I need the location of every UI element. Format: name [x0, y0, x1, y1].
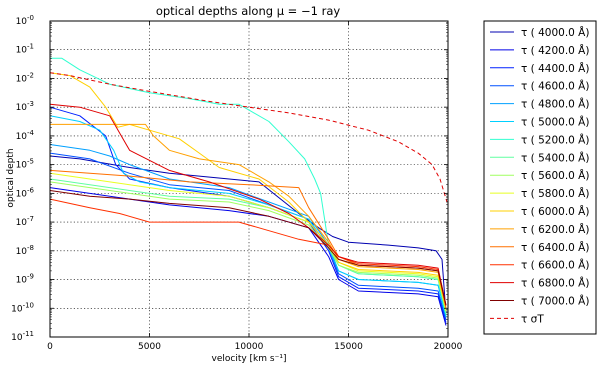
y-tick-label: 10-9: [16, 273, 34, 286]
y-tick-label: 10-8: [16, 244, 34, 257]
y-tick-base: 10: [16, 103, 28, 113]
y-tick-exponent: -2: [27, 71, 34, 79]
y-tick-base: 10: [16, 74, 28, 84]
legend-label: τ ( 6400.0 Å): [521, 241, 589, 254]
y-tick-label: 10-2: [16, 71, 34, 84]
legend-label: τ ( 4200.0 Å): [521, 44, 589, 57]
legend-frame: [483, 20, 597, 335]
series-line: [50, 123, 447, 309]
series-line: [49, 181, 447, 312]
y-tick-exponent: -3: [27, 100, 34, 108]
legend-label: τ ( 5800.0 Å): [521, 187, 589, 200]
legend-label: τ ( 6600.0 Å): [521, 259, 589, 272]
y-tick-exponent: -6: [27, 186, 35, 194]
y-tick-base: 10: [11, 333, 23, 343]
y-tick-exponent: -10: [23, 301, 34, 309]
y-tick-label: 10-1: [16, 43, 34, 56]
legend-label: τ ( 5200.0 Å): [521, 133, 589, 146]
legend-label: τ ( 4600.0 Å): [521, 80, 589, 93]
y-tick-label: 10-3: [16, 100, 34, 113]
legend-label: τ ( 4400.0 Å): [521, 62, 589, 75]
x-axis-label: velocity [km s⁻¹]: [212, 354, 287, 364]
series-line: [49, 155, 447, 315]
legend-label: τ σT: [521, 313, 544, 325]
y-tick-label: 10-0: [16, 14, 34, 27]
y-tick-base: 10: [16, 247, 28, 257]
series-line: [49, 106, 447, 323]
y-tick-base: 10: [16, 17, 28, 27]
legend-label: τ ( 5600.0 Å): [521, 169, 589, 182]
legend-label: τ ( 7000.0 Å): [521, 295, 589, 308]
y-tick-base: 10: [16, 161, 28, 171]
x-tick-label: 15000: [334, 342, 363, 352]
y-tick-base: 10: [16, 189, 28, 199]
y-tick-base: 10: [16, 276, 28, 286]
chart-title: optical depths along μ = −1 ray: [156, 4, 341, 18]
series-line: [49, 103, 447, 306]
series-line: [49, 169, 447, 309]
x-tick-label: 10000: [235, 342, 264, 352]
series-line: [49, 187, 447, 326]
y-tick-base: 10: [16, 132, 28, 142]
legend: τ ( 4000.0 Å) τ ( 4200.0 Å) τ ( 4400.0 Å) τ…: [483, 20, 597, 335]
y-tick-exponent: -4: [27, 129, 35, 137]
y-tick-exponent: -8: [27, 244, 34, 252]
y-tick-base: 10: [16, 46, 28, 56]
legend-label: τ ( 6000.0 Å): [521, 205, 589, 218]
series-line: [49, 72, 448, 203]
y-tick-exponent: -7: [27, 215, 34, 223]
x-ticks: 0 5000 10000 15000 20000: [47, 21, 463, 352]
y-tick-base: 10: [11, 304, 23, 314]
legend-label: τ ( 5000.0 Å): [521, 116, 589, 129]
legend-label: τ ( 4000.0 Å): [521, 26, 589, 39]
series-line: [49, 190, 447, 306]
y-axis-label: optical depth: [6, 148, 16, 207]
y-tick-exponent: -9: [27, 273, 34, 281]
y-tick-exponent: -5: [27, 158, 34, 166]
x-tick-label: 5000: [138, 342, 161, 352]
y-tick-label: 10-10: [11, 301, 34, 314]
series-layer: [49, 57, 448, 326]
y-tick-exponent: -11: [23, 330, 34, 338]
y-ticks: 10-010-110-210-310-410-510-610-710-810-9…: [11, 14, 448, 343]
y-tick-label: 10-4: [16, 129, 35, 142]
series-line: [49, 72, 447, 309]
legend-label: τ ( 6200.0 Å): [521, 223, 589, 236]
legend-label: τ ( 6800.0 Å): [521, 277, 589, 290]
series-line: [49, 152, 447, 320]
y-tick-label: 10-5: [16, 158, 34, 171]
y-tick-exponent: -1: [27, 43, 34, 51]
x-tick-label: 0: [47, 342, 53, 352]
legend-label: τ ( 5400.0 Å): [521, 151, 589, 164]
y-tick-label: 10-11: [11, 330, 34, 343]
x-tick-label: 20000: [434, 342, 463, 352]
legend-label: τ ( 4800.0 Å): [521, 98, 589, 111]
legend-items: τ ( 4000.0 Å) τ ( 4200.0 Å) τ ( 4400.0 Å) τ…: [490, 26, 589, 325]
series-line: [49, 115, 447, 318]
y-tick-base: 10: [16, 218, 28, 228]
series-line: [49, 198, 447, 306]
y-tick-label: 10-7: [16, 215, 34, 228]
y-tick-exponent: -0: [27, 14, 34, 22]
y-tick-label: 10-6: [16, 186, 35, 199]
